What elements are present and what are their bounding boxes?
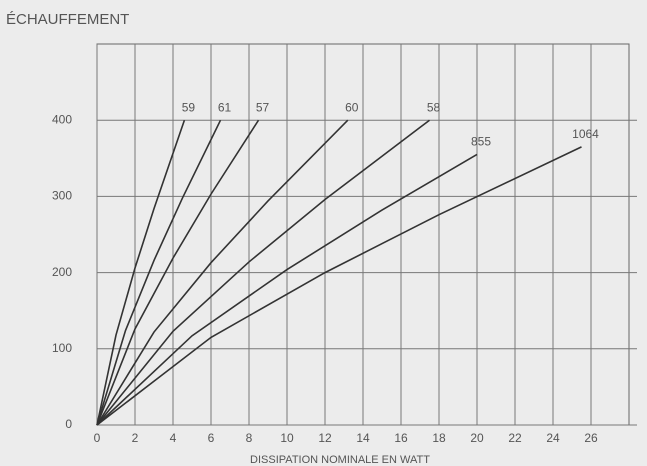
x-tick-label: 10: [280, 431, 294, 445]
y-tick-label: 200: [52, 265, 72, 279]
x-tick-label: 20: [470, 431, 484, 445]
curve-label: 57: [256, 100, 270, 114]
curve: [96, 119, 349, 426]
x-tick-label: 8: [246, 431, 253, 445]
y-tick-label: 0: [65, 417, 72, 431]
y-tick-label: 300: [52, 189, 72, 203]
x-tick-label: 16: [394, 431, 408, 445]
chart-title: ÉCHAUFFEMENT: [6, 11, 129, 28]
x-tick-label: 24: [546, 431, 560, 445]
x-tick-label: 4: [170, 431, 177, 445]
x-tick-label: 2: [132, 431, 139, 445]
x-axis-label: DISSIPATION NOMINALE EN WATT: [250, 454, 430, 466]
curve-label: 1064: [572, 127, 599, 141]
x-tick-label: 26: [584, 431, 598, 445]
curve-label: 58: [427, 100, 441, 114]
curve-label: 61: [218, 100, 232, 114]
curve-label: 59: [182, 100, 196, 114]
x-tick-label: 12: [318, 431, 332, 445]
x-tick-label: 6: [208, 431, 215, 445]
y-tick-label: 400: [52, 112, 72, 126]
curve: [96, 153, 478, 426]
x-tick-label: 22: [508, 431, 522, 445]
y-tick-label: 100: [52, 341, 72, 355]
x-tick-label: 18: [432, 431, 446, 445]
curve: [96, 119, 430, 426]
curve: [96, 119, 186, 426]
x-tick-label: 14: [356, 431, 370, 445]
curve: [96, 119, 222, 426]
x-tick-label: 0: [94, 431, 101, 445]
curve-label: 855: [471, 135, 491, 149]
curve: [96, 146, 582, 426]
curve: [96, 119, 260, 426]
curve-label: 60: [345, 100, 359, 114]
